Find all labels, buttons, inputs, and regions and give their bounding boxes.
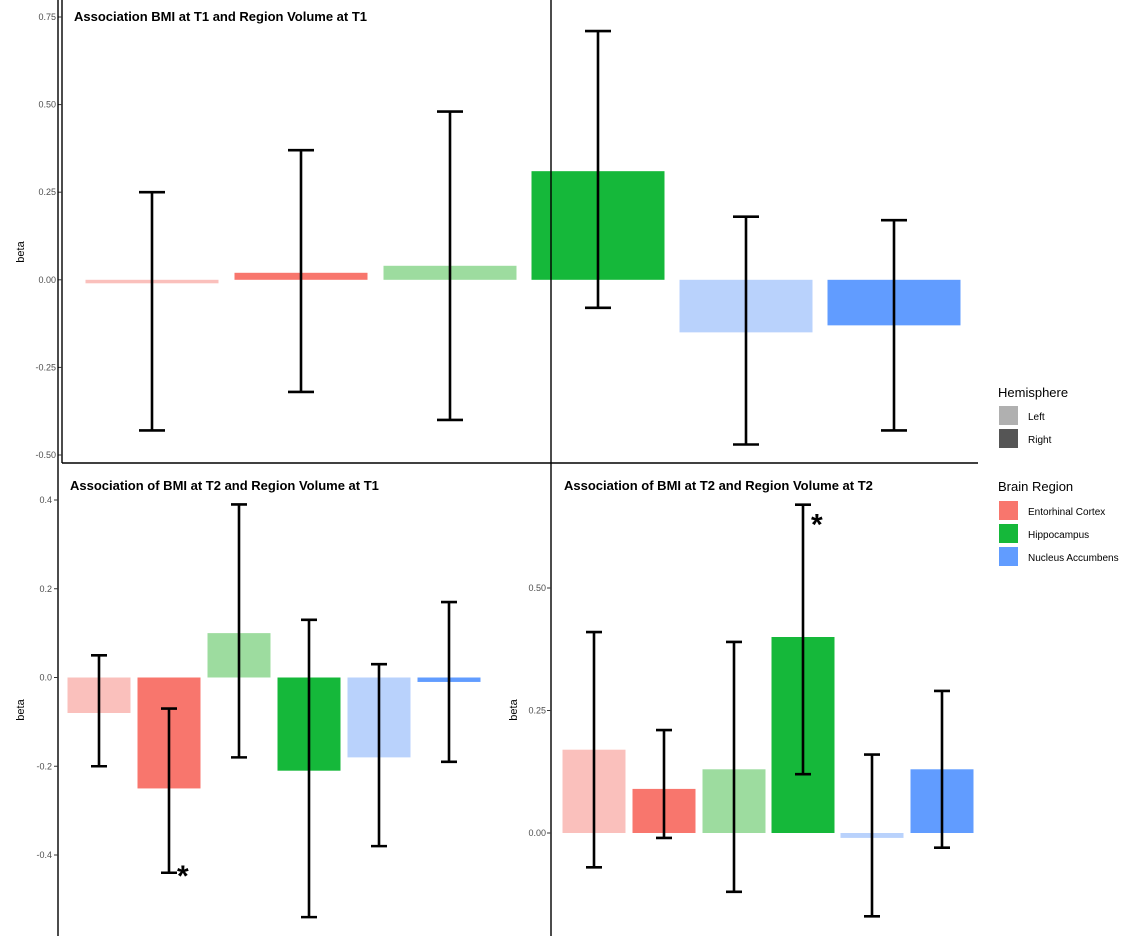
y-axis-title: beta bbox=[508, 698, 520, 720]
legend-swatch-entorhinal-cortex bbox=[999, 501, 1018, 520]
panel-bmi-t2-volume-t1: Association of BMI at T2 and Region Volu… bbox=[15, 0, 481, 936]
error-bar-entorhinal-cortex-left bbox=[91, 654, 107, 768]
error-bar-nucleus-accumbens-right bbox=[881, 218, 907, 432]
legend: Hemisphere Left Right Brain Region Entor… bbox=[998, 385, 1119, 566]
error-bar-nucleus-accumbens-left bbox=[371, 662, 387, 848]
panel-title: Association of BMI at T2 and Region Volu… bbox=[70, 478, 379, 493]
legend-title-brain-region: Brain Region bbox=[998, 479, 1073, 494]
y-tick-label: 0.00 bbox=[528, 828, 546, 838]
y-axis-title: beta bbox=[15, 698, 27, 720]
error-bar-nucleus-accumbens-left bbox=[733, 215, 759, 446]
error-bar-entorhinal-cortex-left bbox=[586, 630, 602, 869]
y-tick-label: -0.50 bbox=[35, 450, 56, 460]
y-tick-label: 0.25 bbox=[528, 706, 546, 716]
legend-swatch-nucleus-accumbens bbox=[999, 547, 1018, 566]
y-tick-label: 0.50 bbox=[38, 100, 56, 110]
error-bar-entorhinal-cortex-left bbox=[139, 190, 165, 432]
error-bar-entorhinal-cortex-right bbox=[288, 148, 314, 394]
legend-label-left: Left bbox=[1028, 412, 1045, 423]
y-tick-label: 0.75 bbox=[38, 12, 56, 22]
panel-bmi-t1-volume-t1: Association BMI at T1 and Region Volume … bbox=[15, 0, 978, 464]
legend-label-right: Right bbox=[1028, 435, 1052, 446]
y-tick-label: 0.2 bbox=[39, 584, 52, 594]
y-tick-label: 0.0 bbox=[39, 673, 52, 683]
error-bar-entorhinal-cortex-right bbox=[161, 707, 177, 875]
error-bar-hippocampus-right bbox=[795, 503, 811, 776]
y-tick-label: -0.2 bbox=[36, 761, 52, 771]
legend-label-entorhinal-cortex: Entorhinal Cortex bbox=[1028, 507, 1105, 518]
error-bar-nucleus-accumbens-left bbox=[864, 753, 880, 918]
significance-star: * bbox=[811, 509, 823, 542]
error-bar-hippocampus-left bbox=[437, 110, 463, 422]
significance-star: * bbox=[177, 860, 189, 893]
panel-title: Association BMI at T1 and Region Volume … bbox=[74, 9, 367, 24]
error-bar-hippocampus-right bbox=[301, 618, 317, 919]
error-bar-hippocampus-right bbox=[585, 29, 611, 310]
panel-title: Association of BMI at T2 and Region Volu… bbox=[564, 478, 873, 493]
y-tick-label: 0.00 bbox=[38, 275, 56, 285]
error-bar-nucleus-accumbens-right bbox=[441, 600, 457, 764]
legend-swatch-hippocampus bbox=[999, 524, 1018, 543]
legend-swatch-left bbox=[999, 406, 1018, 425]
legend-swatch-right bbox=[999, 429, 1018, 448]
y-tick-label: -0.4 bbox=[36, 850, 52, 860]
y-tick-label: 0.25 bbox=[38, 187, 56, 197]
error-bar-entorhinal-cortex-right bbox=[656, 728, 672, 840]
y-tick-label: 0.50 bbox=[528, 583, 546, 593]
y-tick-label: 0.4 bbox=[39, 495, 52, 505]
legend-title-hemisphere: Hemisphere bbox=[998, 385, 1068, 400]
error-bar-hippocampus-left bbox=[726, 640, 742, 894]
error-bar-nucleus-accumbens-right bbox=[934, 689, 950, 849]
legend-label-nucleus-accumbens: Nucleus Accumbens bbox=[1028, 553, 1119, 564]
y-axis-title: beta bbox=[15, 240, 27, 262]
error-bar-hippocampus-left bbox=[231, 503, 247, 759]
legend-label-hippocampus: Hippocampus bbox=[1028, 530, 1089, 541]
panel-bmi-t2-volume-t2: Association of BMI at T2 and Region Volu… bbox=[508, 0, 974, 936]
y-tick-label: -0.25 bbox=[35, 362, 56, 372]
